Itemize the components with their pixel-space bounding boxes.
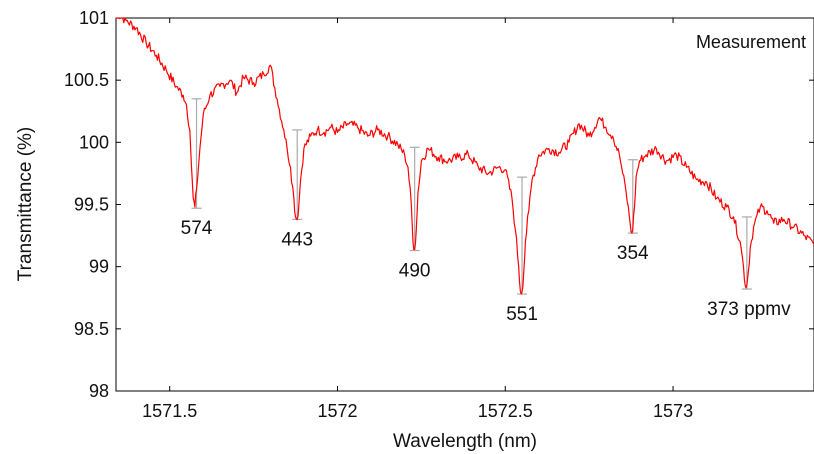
y-tick-label: 99.5 (74, 195, 109, 215)
y-tick-label: 98.5 (74, 319, 109, 339)
dip-labels: 574 443 490 551 354 373 ppmv (181, 218, 791, 325)
y-tick-label: 101 (79, 8, 109, 28)
x-tick-label: 1573 (653, 401, 693, 421)
x-axis-title: Wavelength (nm) (393, 431, 537, 452)
y-tick-label: 98 (89, 381, 109, 401)
dip-label: 551 (506, 304, 538, 325)
plot-area (115, 17, 814, 392)
dip-label: 354 (617, 243, 649, 264)
x-axis: 1571.5 1572 1572.5 1573 (142, 18, 693, 421)
dip-label: 574 (181, 218, 213, 239)
x-tick-label: 1572.5 (478, 401, 533, 421)
measurement-line (116, 17, 814, 295)
y-axis: 98 98.5 99 99.5 100 100.5 101 (64, 8, 814, 401)
y-tick-label: 100 (79, 132, 109, 152)
x-tick-label: 1572 (317, 401, 357, 421)
y-tick-label: 100.5 (64, 70, 109, 90)
x-tick-label: 1571.5 (142, 401, 197, 421)
y-tick-label: 99 (89, 257, 109, 277)
dip-label: 490 (399, 261, 431, 282)
legend-measurement: Measurement (696, 32, 806, 52)
y-axis-title: Transmittance (%) (15, 127, 36, 282)
dip-label: 443 (281, 229, 313, 250)
dip-label: 373 ppmv (707, 299, 791, 320)
